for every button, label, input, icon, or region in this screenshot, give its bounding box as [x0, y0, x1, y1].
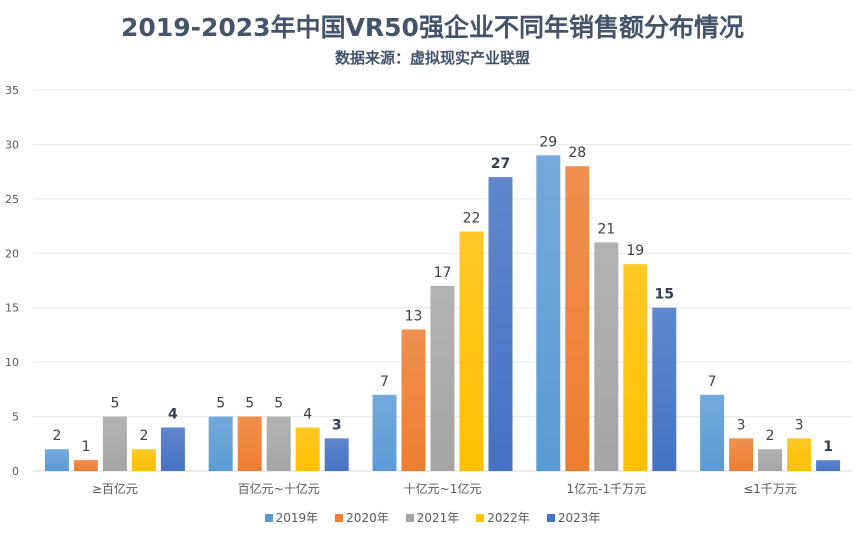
bar-2021年-1亿元-1千万元 [594, 242, 619, 471]
data-label: 3 [332, 417, 342, 433]
bar-2023年-百亿元~十亿元 [324, 438, 349, 471]
x-category-label: ≥百亿元 [92, 481, 138, 496]
bar-2020年-≤1千万元 [729, 438, 754, 471]
y-tick-label: 5 [12, 411, 19, 424]
data-label: 27 [491, 156, 510, 172]
legend-label: 2019年 [275, 511, 319, 525]
legend-label: 2021年 [416, 511, 460, 525]
data-label: 1 [823, 439, 833, 455]
data-label: 3 [795, 417, 804, 433]
y-tick-label: 35 [5, 84, 19, 97]
legend-swatch [476, 513, 485, 522]
bar-2021年-≤1千万元 [758, 449, 783, 471]
legend-label: 2023年 [557, 511, 601, 525]
legend-item: 2019年 [264, 509, 319, 526]
legend: 2019年 2020年 2021年 2022年 2023年 [0, 509, 865, 526]
data-label: 17 [434, 265, 452, 281]
bar-2019年-≥百亿元 [44, 449, 69, 471]
bar-2019年-1亿元-1千万元 [536, 155, 561, 472]
bar-2020年-1亿元-1千万元 [565, 166, 590, 471]
data-label: 19 [626, 243, 644, 259]
legend-swatch [546, 513, 555, 522]
y-axis-ticks: 0 5 10 15 20 25 30 35 [5, 84, 19, 478]
data-label: 15 [655, 287, 674, 303]
data-label: 13 [405, 308, 423, 324]
data-label: 4 [168, 406, 178, 422]
chart-title: 2019-2023年中国VR50强企业不同年销售额分布情况 [121, 13, 744, 42]
bar-2020年-≥百亿元 [73, 460, 98, 471]
x-axis-categories: ≥百亿元 百亿元~十亿元 十亿元~1亿元 1亿元-1千万元 ≤1千万元 [92, 481, 797, 496]
data-label: 7 [380, 374, 389, 390]
chart-subtitle: 数据来源：虚拟现实产业联盟 [334, 49, 530, 67]
y-tick-label: 20 [5, 247, 19, 260]
data-label: 5 [110, 396, 119, 412]
bars [44, 155, 841, 472]
legend-label: 2020年 [346, 511, 389, 525]
data-label: 7 [708, 374, 717, 390]
bar-2022年-1亿元-1千万元 [623, 264, 648, 471]
legend-swatch [405, 513, 414, 522]
bar-2021年-十亿元~1亿元 [430, 285, 455, 471]
data-label: 4 [303, 406, 312, 422]
bar-2022年-百亿元~十亿元 [295, 427, 320, 471]
x-category-label: ≤1千万元 [743, 482, 797, 496]
data-label: 3 [737, 417, 746, 433]
data-label: 5 [216, 396, 225, 412]
bar-2021年-百亿元~十亿元 [266, 416, 291, 471]
x-category-label: 百亿元~十亿元 [238, 481, 320, 496]
bar-2023年-十亿元~1亿元 [488, 177, 513, 472]
bar-2023年-≥百亿元 [160, 427, 185, 471]
data-label: 22 [463, 211, 481, 227]
legend-swatch [264, 513, 273, 522]
y-tick-label: 25 [5, 193, 19, 206]
legend-item: 2021年 [405, 509, 460, 526]
data-label: 1 [81, 439, 90, 455]
data-label: 29 [539, 134, 557, 150]
y-tick-label: 30 [5, 138, 19, 151]
bar-2022年-十亿元~1亿元 [459, 231, 484, 471]
bar-2020年-十亿元~1亿元 [401, 329, 426, 471]
y-tick-label: 10 [5, 356, 19, 369]
data-label: 21 [597, 221, 615, 237]
bar-2023年-1亿元-1千万元 [652, 307, 677, 471]
bar-2019年-≤1千万元 [700, 394, 725, 471]
data-label: 28 [568, 145, 586, 161]
legend-item: 2022年 [476, 509, 530, 526]
bar-2021年-≥百亿元 [102, 416, 127, 471]
bar-2023年-≤1千万元 [816, 460, 841, 471]
data-label: 5 [245, 396, 254, 412]
legend-swatch [335, 513, 344, 522]
legend-label: 2022年 [487, 511, 530, 525]
data-label: 2 [52, 428, 61, 444]
x-category-label: 十亿元~1亿元 [404, 481, 482, 496]
bar-2022年-≥百亿元 [131, 449, 156, 471]
bar-2019年-十亿元~1亿元 [372, 394, 397, 471]
y-tick-label: 0 [12, 465, 19, 478]
legend-item: 2020年 [335, 509, 389, 526]
data-label: 2 [766, 428, 775, 444]
x-category-label: 1亿元-1千万元 [566, 481, 646, 496]
data-label: 5 [274, 396, 283, 412]
legend-item: 2023年 [546, 509, 601, 526]
bar-2019年-百亿元~十亿元 [208, 416, 233, 471]
y-tick-label: 15 [5, 302, 19, 315]
bar-2020年-百亿元~十亿元 [237, 416, 262, 471]
data-label: 2 [139, 428, 148, 444]
bar-2022年-≤1千万元 [787, 438, 812, 471]
